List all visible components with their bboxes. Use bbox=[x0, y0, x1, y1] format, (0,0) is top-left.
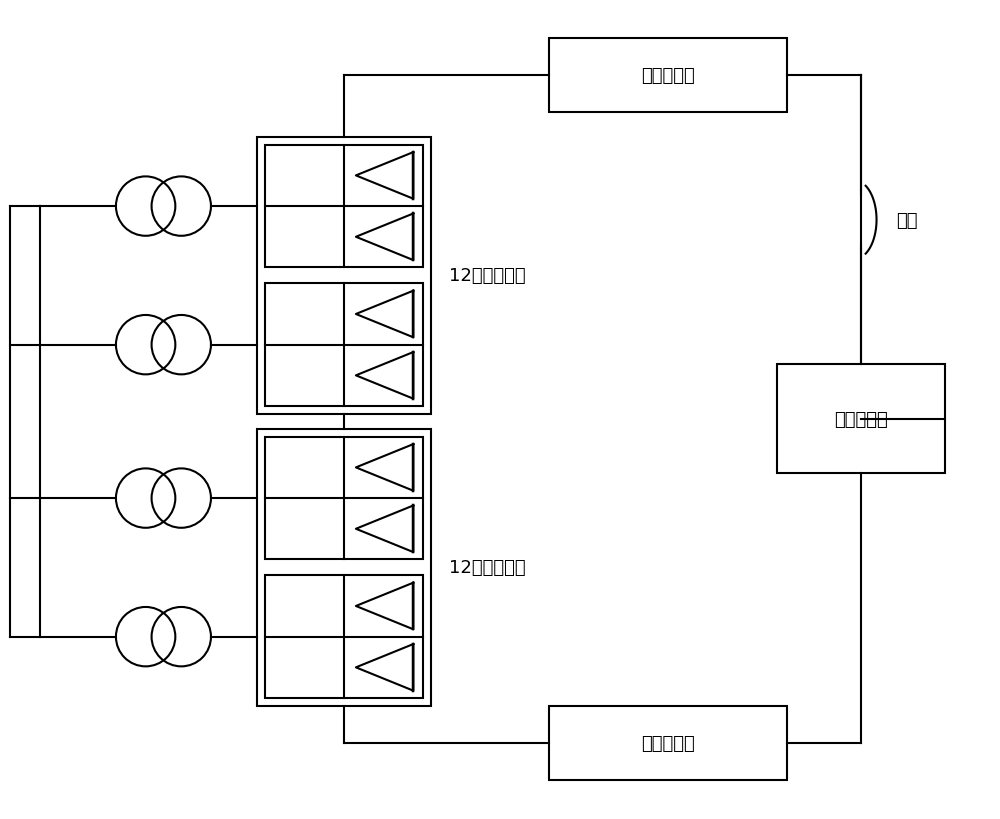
Text: 12脉动下阀组: 12脉动下阀组 bbox=[449, 559, 525, 577]
Text: 12脉动上阀组: 12脉动上阀组 bbox=[449, 267, 525, 285]
Bar bbox=[257, 429, 431, 706]
Text: 平波电抗器: 平波电抗器 bbox=[641, 734, 695, 752]
Bar bbox=[549, 706, 787, 781]
Bar bbox=[265, 576, 423, 698]
Bar bbox=[549, 38, 787, 113]
Bar bbox=[265, 146, 423, 268]
Text: 刀闸: 刀闸 bbox=[896, 211, 917, 229]
Bar bbox=[265, 284, 423, 406]
Text: 平波电抗器: 平波电抗器 bbox=[641, 67, 695, 85]
Bar bbox=[257, 138, 431, 414]
Bar bbox=[777, 365, 945, 473]
Text: 直流滤波器: 直流滤波器 bbox=[834, 410, 888, 428]
Bar bbox=[265, 437, 423, 559]
